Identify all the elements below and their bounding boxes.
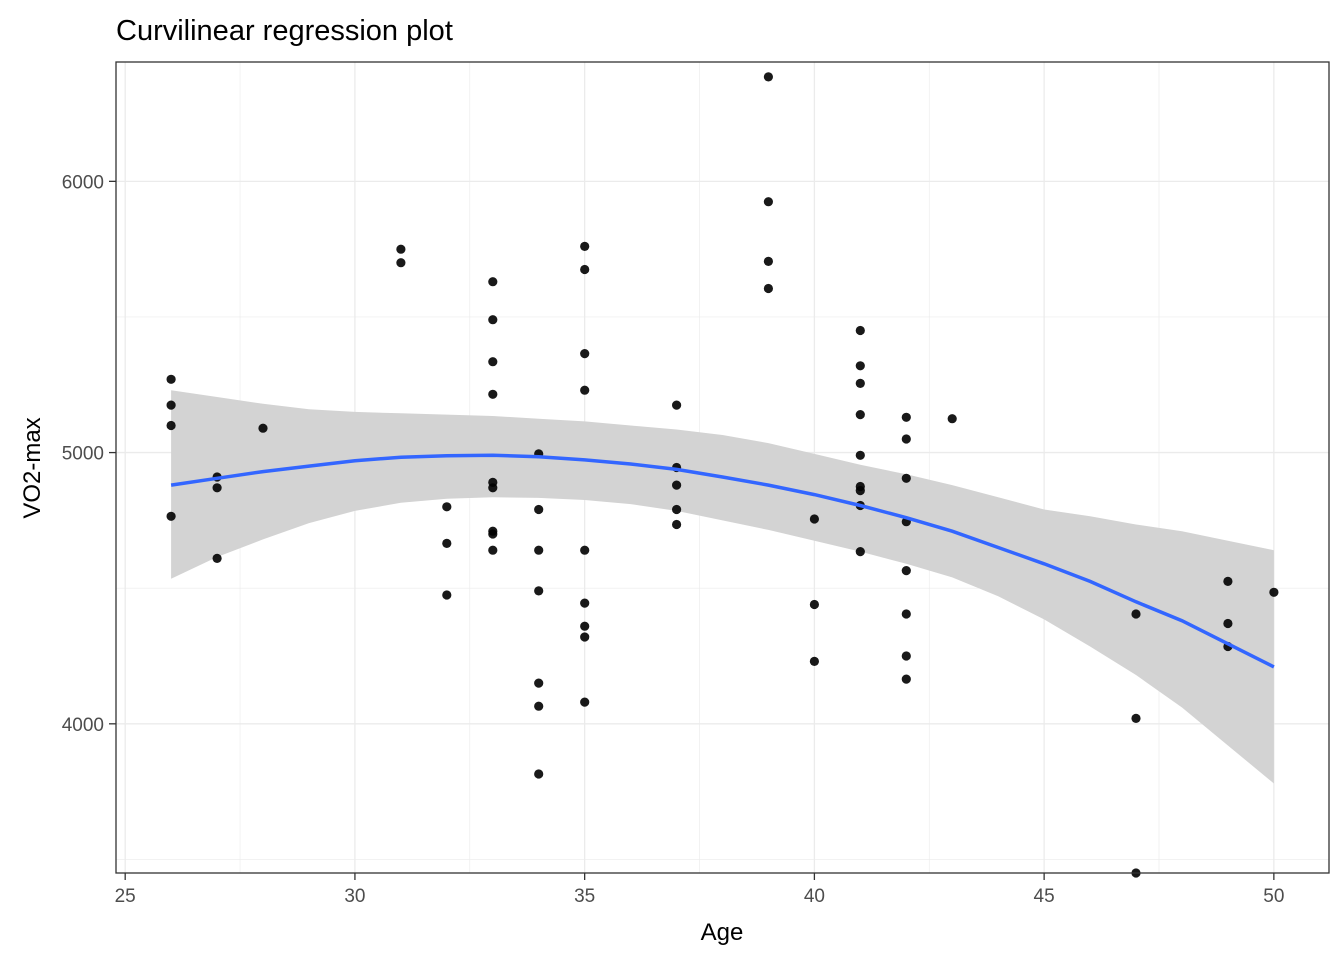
- data-point: [855, 361, 865, 371]
- data-point: [580, 349, 590, 359]
- data-point: [396, 244, 406, 254]
- data-point: [901, 566, 911, 576]
- data-point: [580, 598, 590, 608]
- data-point: [212, 483, 222, 493]
- data-point: [534, 701, 544, 711]
- y-axis: 4000 5000 6000: [62, 172, 116, 736]
- data-point: [901, 674, 911, 684]
- data-point: [672, 400, 682, 410]
- data-point: [396, 258, 406, 268]
- data-point: [488, 357, 498, 367]
- y-tick-label: 4000: [62, 715, 104, 736]
- data-point: [1131, 609, 1141, 619]
- data-point: [1131, 713, 1141, 724]
- data-point: [488, 389, 498, 399]
- data-point: [763, 72, 774, 82]
- data-point: [1223, 576, 1233, 587]
- y-axis-title: VO2-max: [19, 417, 46, 518]
- data-point: [809, 656, 820, 667]
- data-point: [258, 423, 268, 433]
- data-point: [901, 412, 911, 422]
- x-axis: 25 30 35 40 45 50: [115, 873, 1284, 907]
- data-point: [763, 256, 774, 266]
- data-point: [855, 547, 865, 557]
- data-point: [580, 621, 590, 631]
- data-point: [1269, 587, 1279, 597]
- data-point: [855, 450, 865, 460]
- data-point: [901, 609, 911, 619]
- x-axis-title: Age: [701, 919, 744, 946]
- plot-title: Curvilinear regression plot: [116, 15, 453, 47]
- x-tick-label: 40: [804, 886, 825, 907]
- data-point: [672, 504, 682, 515]
- data-point: [488, 277, 498, 287]
- data-point: [534, 769, 544, 779]
- data-point: [580, 697, 590, 707]
- x-tick-label: 50: [1263, 886, 1284, 907]
- data-point: [534, 504, 544, 515]
- data-point: [855, 325, 865, 336]
- data-point: [166, 374, 176, 384]
- panel-border: [115, 61, 1330, 874]
- data-point: [488, 545, 498, 555]
- data-point: [580, 241, 590, 251]
- data-point: [1223, 618, 1233, 629]
- data-point: [809, 514, 820, 524]
- data-point: [947, 414, 957, 424]
- data-point: [442, 538, 452, 549]
- y-tick-label: 6000: [62, 172, 104, 193]
- data-point: [855, 486, 865, 496]
- data-point: [580, 632, 590, 642]
- data-point: [442, 502, 452, 512]
- data-point: [763, 197, 774, 207]
- data-point: [534, 586, 544, 596]
- data-point: [442, 590, 452, 600]
- data-point: [901, 651, 911, 661]
- data-point: [534, 678, 544, 688]
- x-tick-label: 45: [1034, 886, 1055, 907]
- data-point: [901, 434, 911, 444]
- data-point: [672, 519, 682, 530]
- data-point: [166, 420, 176, 431]
- x-tick-label: 35: [574, 886, 595, 907]
- data-points: [166, 72, 1279, 878]
- data-point: [580, 385, 590, 395]
- data-point: [580, 545, 590, 555]
- data-point: [672, 480, 682, 490]
- confidence-ribbon: [171, 390, 1274, 784]
- x-tick-label: 25: [115, 886, 136, 907]
- data-point: [580, 264, 590, 275]
- fit-line: [170, 453, 1275, 669]
- data-point: [809, 599, 820, 610]
- data-point: [166, 400, 176, 410]
- data-point: [901, 473, 911, 483]
- y-tick-label: 5000: [62, 444, 104, 465]
- data-point: [488, 315, 498, 325]
- data-point: [534, 545, 544, 555]
- data-point: [855, 378, 865, 388]
- x-tick-label: 30: [344, 886, 365, 907]
- data-point: [166, 511, 176, 521]
- data-point: [855, 410, 865, 420]
- data-point: [212, 553, 222, 564]
- data-point: [488, 483, 498, 493]
- data-point: [488, 529, 498, 539]
- data-point: [763, 283, 774, 294]
